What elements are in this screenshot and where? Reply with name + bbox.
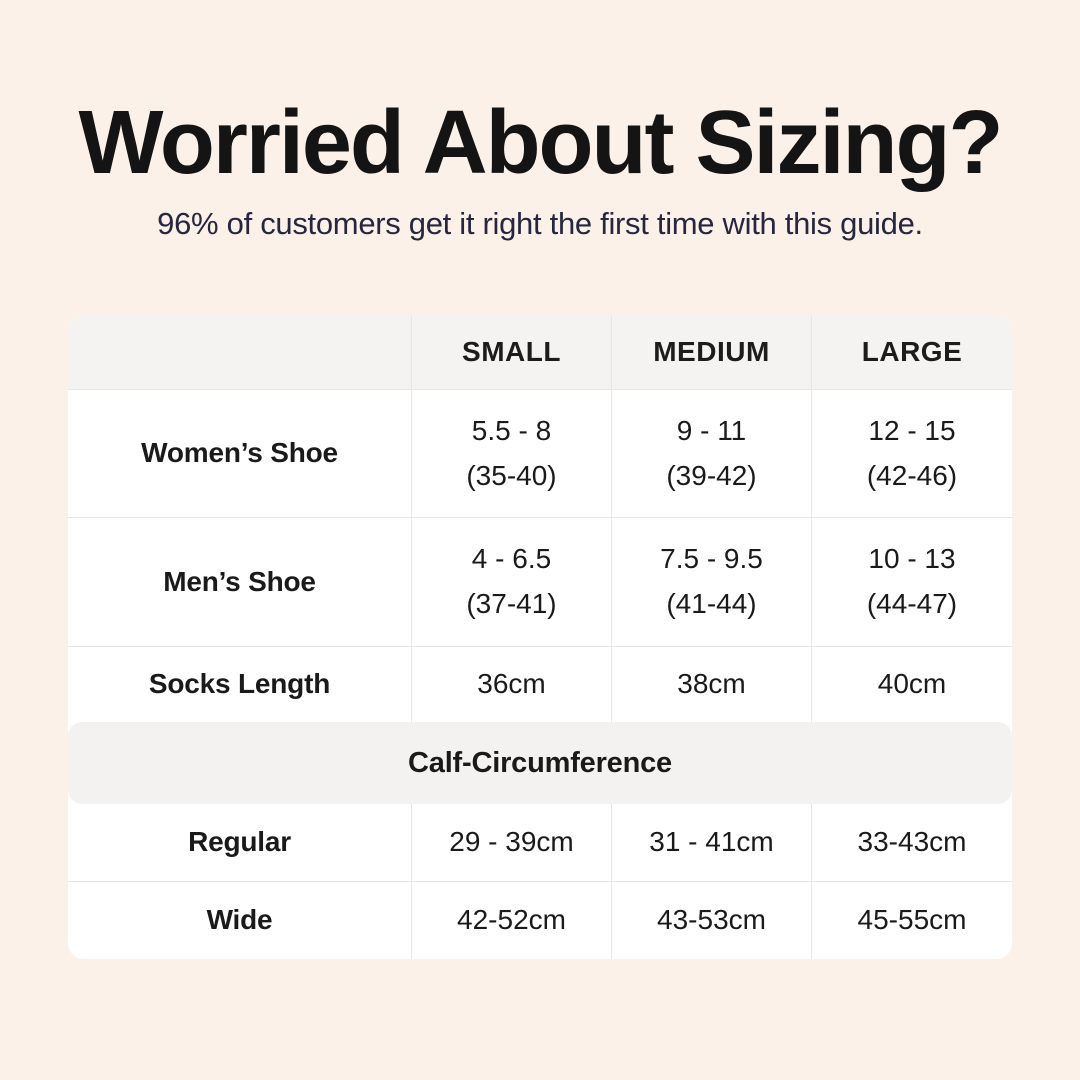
cell-mens-small: 4 - 6.5 (37-41): [412, 518, 612, 646]
table-row-socks-length: Socks Length 36cm 38cm 40cm: [68, 647, 1012, 722]
row-label-regular: Regular: [68, 804, 412, 881]
row-label-wide: Wide: [68, 882, 412, 959]
cell-line-1: 10 - 13: [868, 543, 956, 575]
cell-line-1: 4 - 6.5: [471, 543, 552, 575]
cell-wide-large: 45-55cm: [857, 904, 967, 936]
row-label-socks-length: Socks Length: [68, 647, 412, 722]
cell-socks-medium: 38cm: [612, 647, 812, 722]
cell-line-1: 9 - 11: [676, 414, 747, 446]
cell-womens-large: 12 - 15 (42-46): [812, 390, 1012, 517]
cell-line-2: (39-42): [666, 459, 757, 491]
page-subtitle: 96% of customers get it right the first …: [157, 206, 923, 241]
table-row-wide: Wide 42-52cm 43-53cm 45-55cm: [68, 882, 1012, 959]
cell-line-2: (42-46): [866, 459, 958, 491]
cell-line-1: 12 - 15: [868, 414, 956, 446]
header-cell-medium: MEDIUM: [612, 315, 812, 389]
cell-womens-small: 5.5 - 8 (35-40): [412, 390, 612, 517]
table-row-womens-shoe: Women’s Shoe 5.5 - 8 (35-40) 9 - 11 (39-…: [68, 390, 1012, 518]
calf-circumference-title: Calf-Circumference: [408, 746, 672, 779]
table-row-regular: Regular 29 - 39cm 31 - 41cm 33-43cm: [68, 804, 1012, 882]
cell-mens-large: 10 - 13 (44-47): [812, 518, 1012, 646]
row-label-womens-shoe: Women’s Shoe: [68, 390, 412, 517]
table-row-mens-shoe: Men’s Shoe 4 - 6.5 (37-41) 7.5 - 9.5 (41…: [68, 518, 1012, 647]
cell-line-1: 5.5 - 8: [471, 414, 552, 446]
header-cell-empty: [68, 315, 412, 389]
cell-mens-medium: 7.5 - 9.5 (41-44): [612, 518, 812, 646]
cell-wide-small: 42-52cm: [412, 882, 612, 959]
cell-line-2: (41-44): [666, 588, 757, 619]
calf-circumference-section-header: Calf-Circumference: [68, 722, 1012, 804]
cell-line-1: 7.5 - 9.5: [660, 543, 763, 575]
cell-line-2: (35-40): [466, 459, 557, 491]
cell-regular-medium: 31 - 41cm: [612, 804, 812, 881]
cell-wide-medium: 43-53cm: [612, 882, 812, 959]
cell-socks-large: 40cm: [877, 668, 947, 700]
row-label-mens-shoe: Men’s Shoe: [68, 518, 412, 646]
size-table: SMALL MEDIUM LARGE Women’s Shoe 5.5 - 8 …: [68, 315, 1012, 959]
page-title: Worried About Sizing?: [78, 93, 1004, 193]
cell-line-2: (44-47): [866, 588, 958, 619]
header-cell-large: LARGE: [861, 335, 963, 367]
cell-socks-small: 36cm: [412, 647, 612, 722]
cell-regular-small: 29 - 39cm: [412, 804, 612, 881]
cell-womens-medium: 9 - 11 (39-42): [612, 390, 812, 517]
header-cell-small: SMALL: [412, 315, 612, 389]
cell-line-2: (37-41): [466, 588, 557, 619]
cell-regular-large: 33-43cm: [857, 826, 967, 858]
header-row: SMALL MEDIUM LARGE: [68, 315, 1012, 390]
